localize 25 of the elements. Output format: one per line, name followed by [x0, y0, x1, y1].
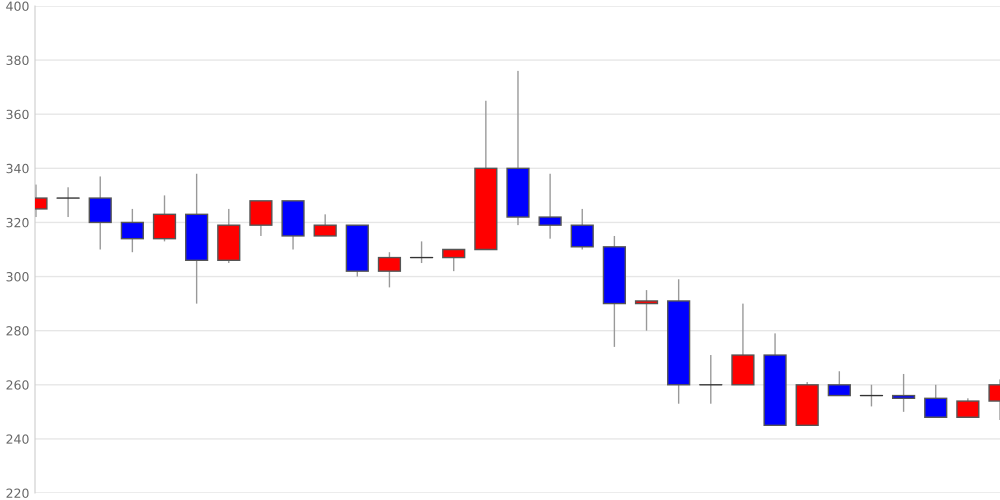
- y-tick-label: 400: [6, 1, 29, 11]
- candlestick: [378, 252, 402, 288]
- candlestick: [314, 214, 337, 237]
- y-tick-label: 320: [6, 218, 29, 228]
- candlestick: [410, 240, 434, 264]
- candlestick: [699, 354, 722, 404]
- candlestick: [634, 289, 658, 332]
- candlestick: [442, 248, 466, 272]
- candlestick: [538, 173, 562, 240]
- y-tick-label: 240: [6, 434, 29, 444]
- candlestick: [120, 208, 144, 253]
- candlestick: [828, 370, 851, 396]
- candlestick: [956, 398, 980, 418]
- candlestick: [570, 208, 594, 250]
- candlestick: [860, 384, 884, 408]
- y-tick-label: 360: [6, 110, 29, 120]
- y-tick-label: 220: [6, 488, 29, 498]
- y-tick-label: 380: [6, 56, 29, 66]
- y-tick-label: 340: [6, 164, 29, 174]
- y-tick-label: 280: [6, 326, 29, 336]
- y-tick-label: 300: [6, 272, 29, 282]
- candlestick: [924, 384, 948, 418]
- candlestick: [892, 373, 916, 413]
- y-tick-label: 260: [6, 380, 29, 390]
- candlestick: [56, 186, 80, 218]
